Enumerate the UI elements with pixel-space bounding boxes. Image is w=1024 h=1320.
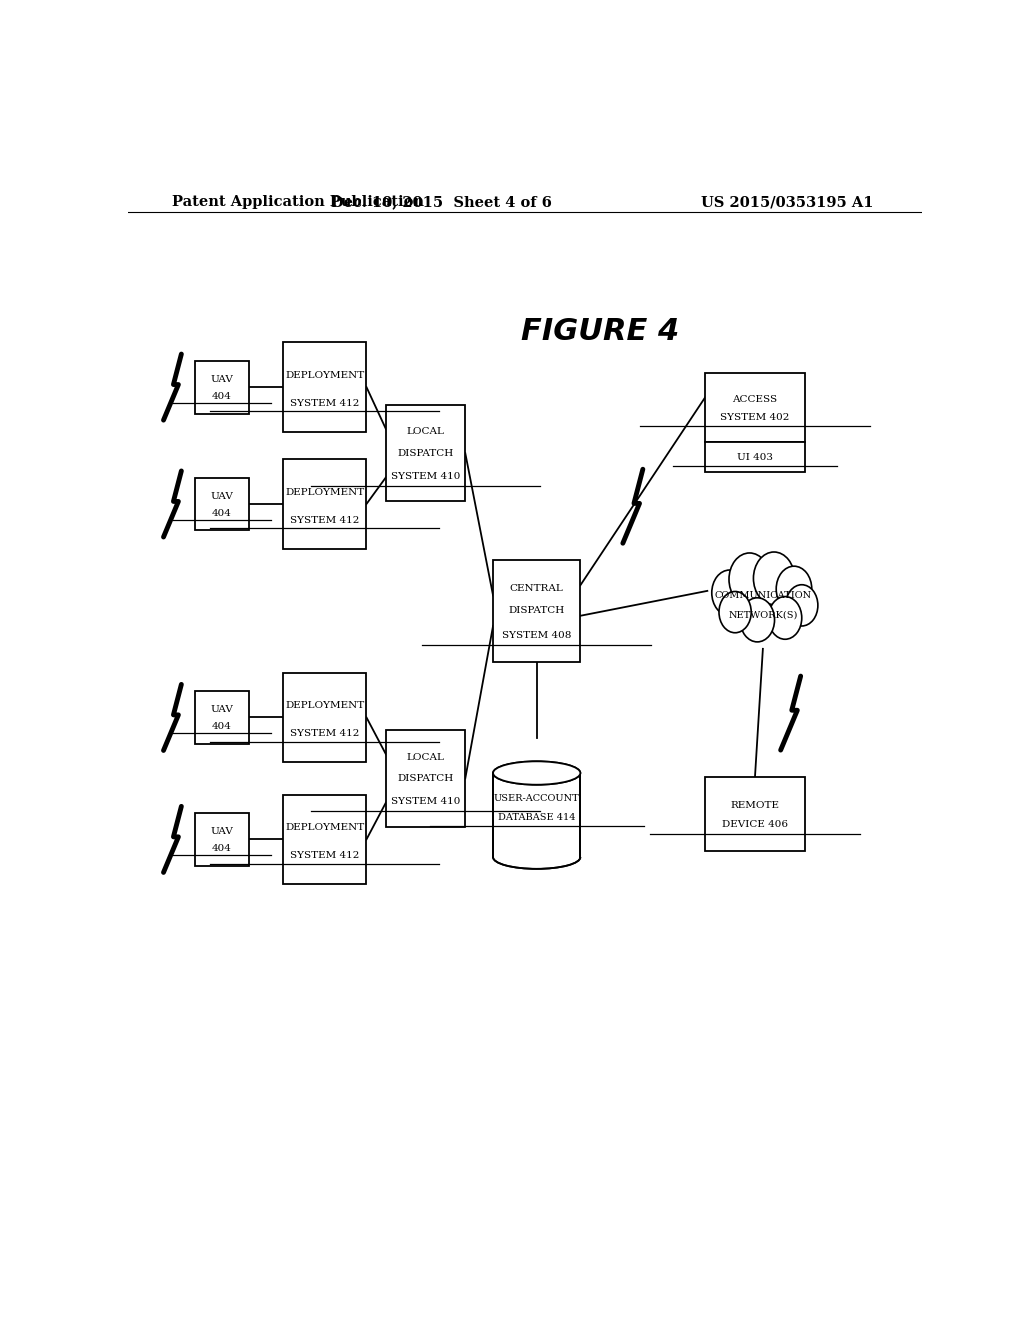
- Text: 404: 404: [212, 392, 231, 401]
- Bar: [284, 673, 367, 762]
- Bar: [706, 442, 805, 473]
- Circle shape: [719, 591, 752, 632]
- Text: DEPLOYMENT: DEPLOYMENT: [286, 488, 365, 496]
- Text: DEVICE 406: DEVICE 406: [722, 821, 787, 829]
- Text: DISPATCH: DISPATCH: [509, 606, 565, 615]
- Bar: [195, 360, 249, 413]
- Text: UAV: UAV: [210, 826, 233, 836]
- Text: LOCAL: LOCAL: [407, 752, 444, 762]
- Text: DISPATCH: DISPATCH: [397, 774, 454, 783]
- Text: UI 403: UI 403: [737, 453, 773, 462]
- Text: 404: 404: [212, 722, 231, 731]
- Bar: [706, 372, 805, 442]
- Text: ACCESS: ACCESS: [732, 395, 777, 404]
- Circle shape: [776, 566, 812, 611]
- Text: FIGURE 4: FIGURE 4: [521, 317, 679, 346]
- Text: Patent Application Publication: Patent Application Publication: [172, 195, 424, 209]
- Bar: [195, 690, 249, 744]
- Text: CENTRAL: CENTRAL: [510, 583, 563, 593]
- Bar: [284, 459, 367, 549]
- Text: SYSTEM 412: SYSTEM 412: [290, 399, 359, 408]
- Text: COMMUNICATION: COMMUNICATION: [715, 591, 811, 601]
- Text: SYSTEM 412: SYSTEM 412: [290, 851, 359, 861]
- Text: SYSTEM 412: SYSTEM 412: [290, 729, 359, 738]
- Ellipse shape: [493, 762, 581, 784]
- Text: UAV: UAV: [210, 705, 233, 714]
- Text: LOCAL: LOCAL: [407, 428, 444, 437]
- Text: Dec. 10, 2015  Sheet 4 of 6: Dec. 10, 2015 Sheet 4 of 6: [331, 195, 552, 209]
- Text: DEPLOYMENT: DEPLOYMENT: [286, 824, 365, 833]
- Bar: [195, 478, 249, 531]
- Bar: [386, 730, 465, 826]
- Bar: [284, 795, 367, 884]
- Ellipse shape: [493, 762, 581, 784]
- Bar: [494, 774, 581, 857]
- Text: SYSTEM 412: SYSTEM 412: [290, 516, 359, 524]
- Bar: [706, 777, 805, 850]
- Text: UAV: UAV: [210, 491, 233, 500]
- Circle shape: [729, 553, 770, 606]
- Text: 404: 404: [212, 510, 231, 517]
- Text: US 2015/0353195 A1: US 2015/0353195 A1: [701, 195, 873, 209]
- Bar: [386, 405, 465, 502]
- Text: UAV: UAV: [210, 375, 233, 384]
- Text: SYSTEM 410: SYSTEM 410: [391, 471, 460, 480]
- Text: REMOTE: REMOTE: [730, 801, 779, 809]
- Circle shape: [768, 597, 802, 639]
- Bar: [494, 560, 581, 661]
- Text: SYSTEM 410: SYSTEM 410: [391, 797, 460, 807]
- Text: 404: 404: [212, 845, 231, 854]
- Circle shape: [740, 598, 774, 642]
- Circle shape: [785, 585, 818, 626]
- Circle shape: [712, 570, 748, 615]
- Text: NETWORK(S): NETWORK(S): [728, 611, 798, 619]
- Text: DATABASE 414: DATABASE 414: [498, 813, 575, 822]
- Bar: [284, 342, 367, 432]
- Circle shape: [754, 552, 795, 605]
- Ellipse shape: [727, 572, 799, 624]
- Text: DEPLOYMENT: DEPLOYMENT: [286, 701, 365, 710]
- Text: DISPATCH: DISPATCH: [397, 449, 454, 458]
- Text: SYSTEM 408: SYSTEM 408: [502, 631, 571, 640]
- Bar: [195, 813, 249, 866]
- Text: DEPLOYMENT: DEPLOYMENT: [286, 371, 365, 380]
- Text: USER-ACCOUNT: USER-ACCOUNT: [494, 795, 580, 804]
- Text: SYSTEM 402: SYSTEM 402: [720, 413, 790, 422]
